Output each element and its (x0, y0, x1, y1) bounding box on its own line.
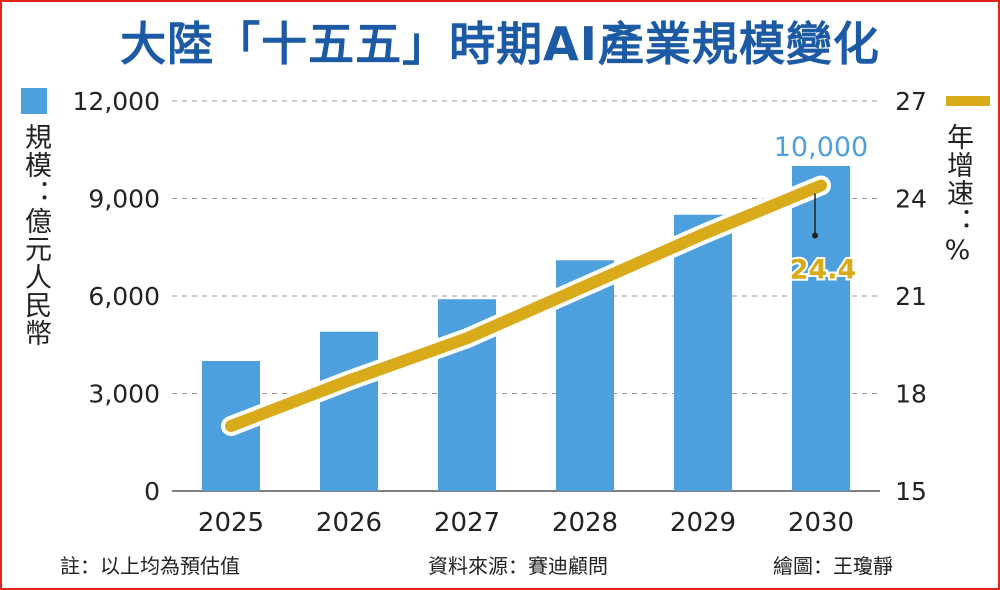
left-tick-label: 9,000 (88, 185, 160, 214)
right-axis-label: 年增速：% (942, 123, 973, 267)
footer-note: 註：以上均為預估值 (60, 554, 240, 578)
left-tick-label: 6,000 (88, 282, 160, 311)
footer-credit: 繪圖：王瓊靜 (773, 554, 893, 578)
left-tick-label: 0 (144, 477, 160, 506)
bar (320, 331, 378, 491)
annotation-dot (812, 232, 818, 239)
right-tick-label: 27 (895, 87, 927, 116)
right-tick-label: 21 (895, 282, 927, 311)
left-axis-label: 規模：億元人民幣 (20, 123, 51, 347)
line-value-label: 24.4 (790, 255, 857, 286)
right-tick-label: 15 (895, 477, 927, 506)
right-tick-label: 24 (895, 185, 927, 214)
x-tick-label: 2029 (670, 508, 736, 538)
bar (674, 214, 732, 491)
left-tick-label: 3,000 (88, 380, 160, 409)
x-tick-label: 2027 (434, 508, 500, 538)
bar-value-label: 10,000 (774, 132, 868, 163)
x-tick-label: 2028 (552, 508, 618, 538)
x-tick-label: 2026 (316, 508, 382, 538)
chart-title: 大陸「十五五」時期AI產業規模變化 (120, 17, 880, 71)
growth-line (225, 179, 827, 432)
x-tick-label: 2025 (198, 508, 264, 538)
bar-legend-swatch (21, 88, 47, 114)
x-tick-label: 2030 (788, 508, 854, 538)
left-tick-label: 12,000 (73, 87, 160, 116)
bar (792, 166, 850, 491)
right-tick-label: 18 (895, 380, 927, 409)
footer-source: 資料來源：賽迪顧問 (428, 554, 608, 578)
